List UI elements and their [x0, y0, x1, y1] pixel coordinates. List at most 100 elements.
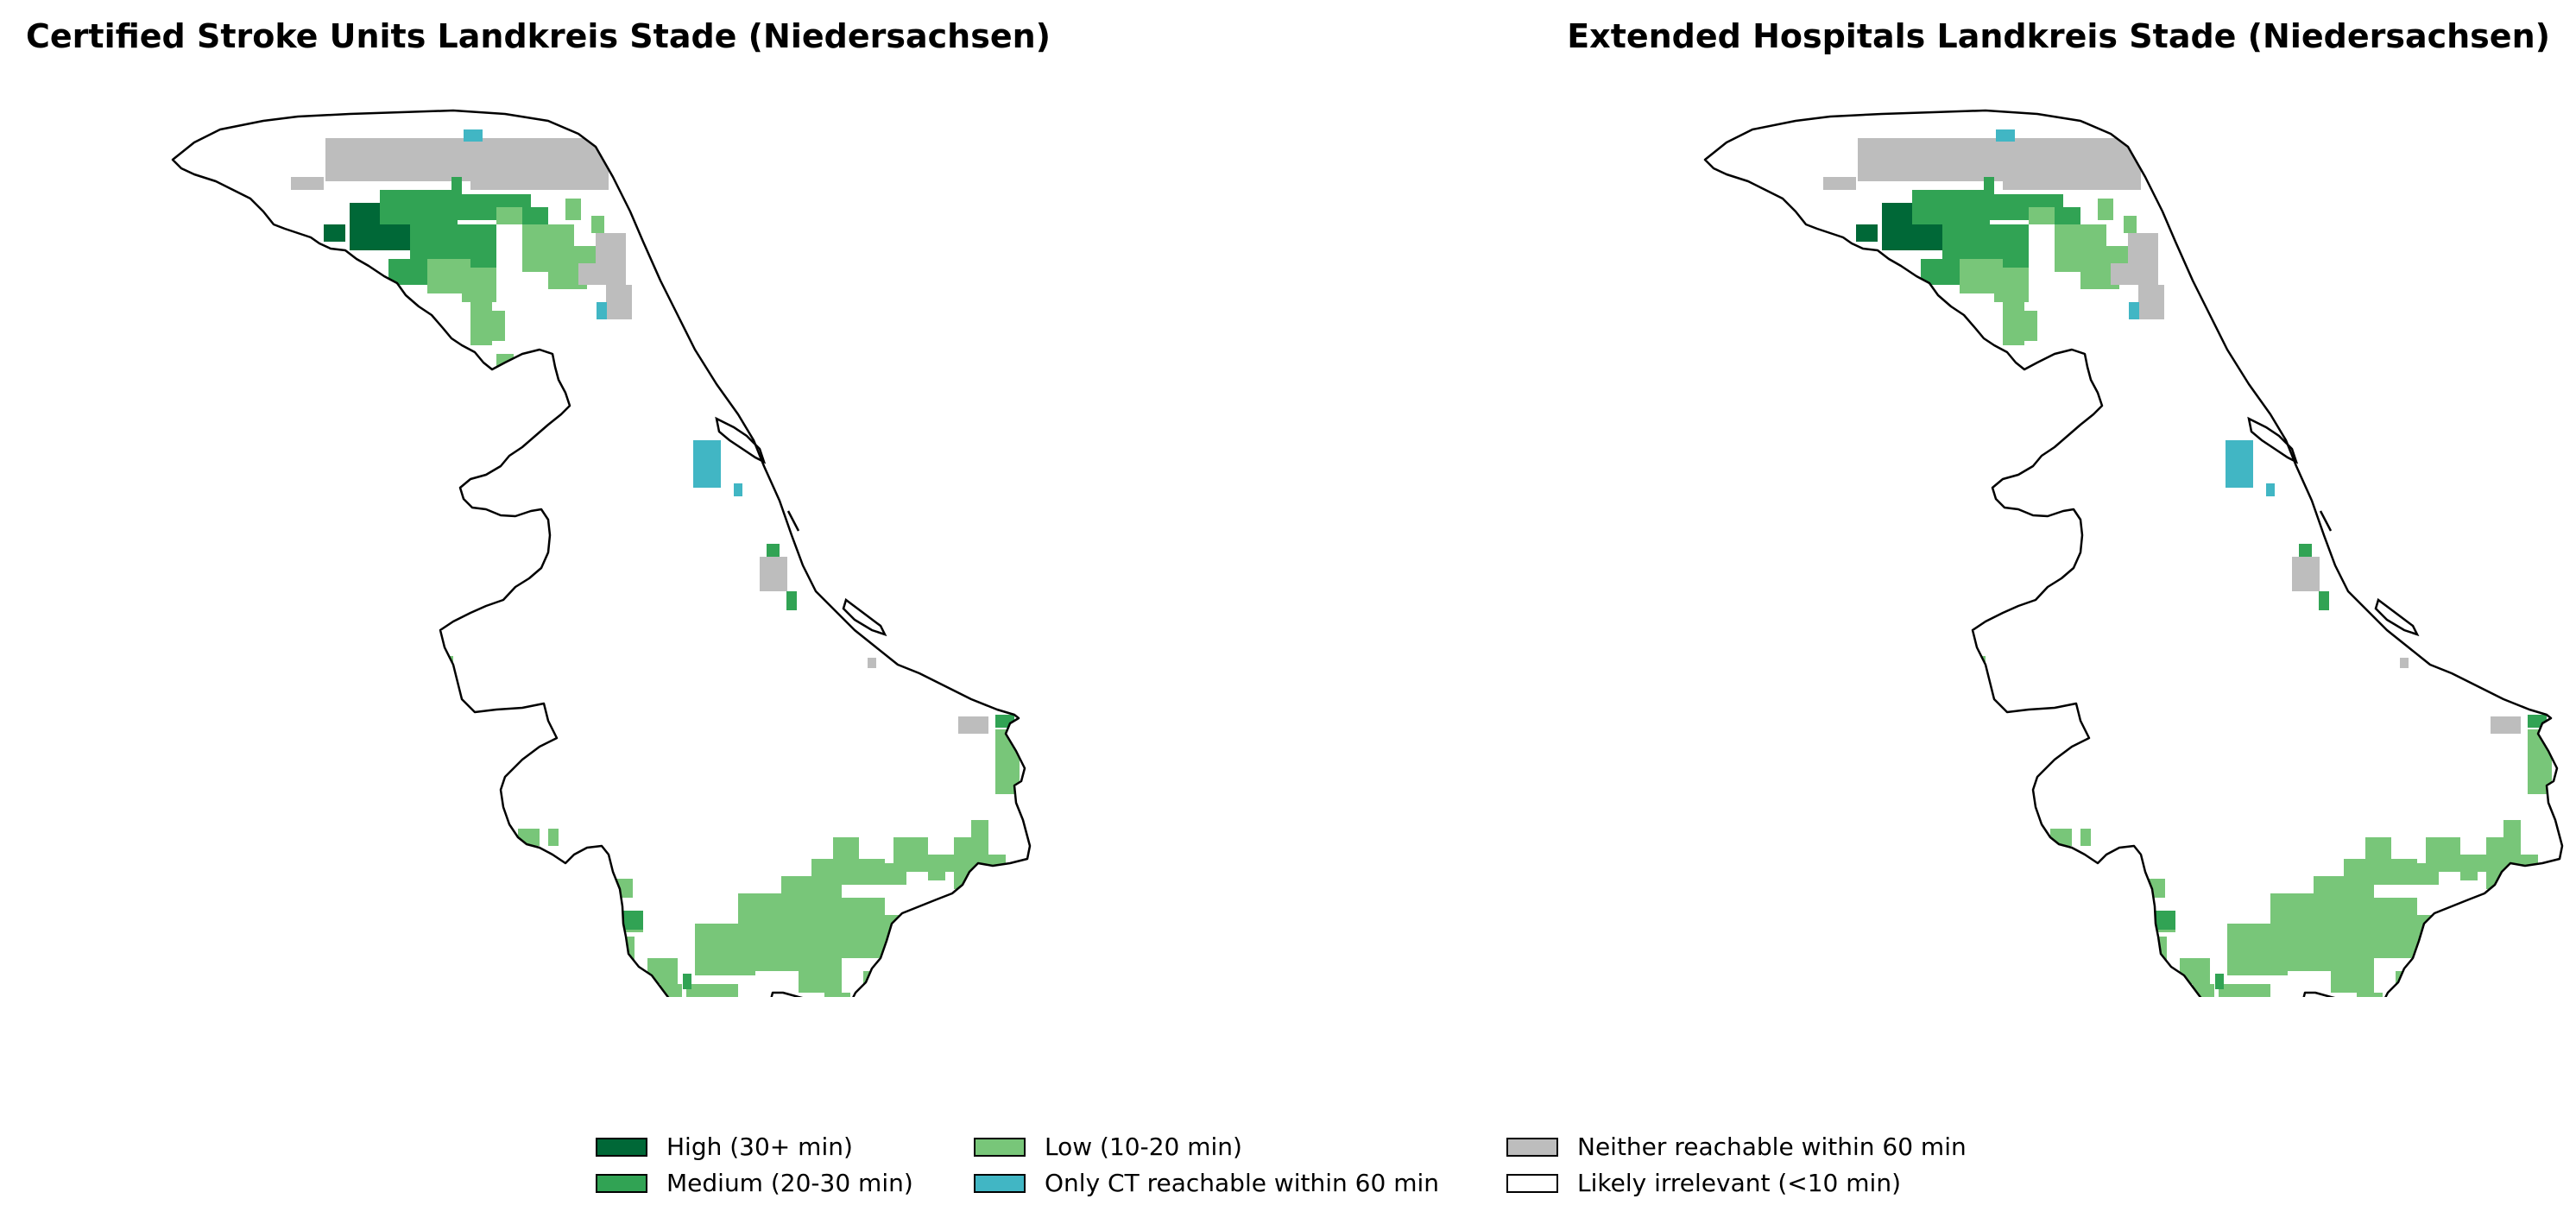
grid-cell-neither — [2003, 138, 2141, 190]
grid-cell-low — [2080, 829, 2091, 846]
grid-cell-neither — [2292, 557, 2320, 591]
grid-cell-neither — [470, 138, 609, 190]
grid-cell-low — [781, 876, 842, 962]
grid-cell-low — [799, 962, 842, 993]
legend-swatch-neither — [1506, 1137, 1558, 1157]
grid-cell-low — [565, 199, 581, 220]
grid-cell-low — [445, 656, 453, 716]
grid-cell-low — [548, 272, 587, 289]
grid-cell-ct-only — [734, 483, 742, 496]
grid-cell-low — [2080, 272, 2119, 289]
grid-cell-medium — [2528, 715, 2547, 728]
grid-cell-high — [1856, 224, 1878, 242]
legend-label-ct-only: Only CT reachable within 60 min — [1045, 1169, 1440, 1197]
grid-cell-low — [522, 224, 574, 272]
grid-cell-neither — [1823, 177, 1856, 190]
grid-cell-low — [492, 311, 505, 341]
district-map-left — [171, 109, 1032, 997]
grid-cell-medium — [995, 715, 1014, 728]
grid-cell-low — [2024, 311, 2037, 341]
grid-cell-low — [833, 837, 859, 863]
river-sandbank-right — [2374, 597, 2420, 637]
legend-label-neither: Neither reachable within 60 min — [1577, 1133, 1967, 1161]
grid-cell-low — [1986, 699, 1994, 725]
legend-swatch-low — [974, 1137, 1026, 1157]
grid-cell-neither — [2111, 263, 2137, 285]
grid-cell-ct-only — [464, 129, 483, 142]
grid-cell-low — [1994, 268, 2029, 302]
legend-item-high: High (30+ min) — [596, 1133, 853, 1161]
grid-cell-ct-only — [2129, 302, 2139, 319]
grid-cell-medium — [380, 190, 458, 224]
grid-cell-neither — [325, 138, 481, 181]
grid-cell-low — [591, 216, 604, 233]
grid-cell-low — [876, 915, 911, 950]
grid-cell-low — [2029, 207, 2055, 224]
grid-cell-medium — [683, 974, 691, 989]
grid-cell-low — [2180, 958, 2210, 984]
legend-swatch-medium — [596, 1173, 647, 1193]
grid-cell-low — [2331, 962, 2374, 993]
grid-cell-low — [502, 378, 513, 397]
grid-cell-low — [2098, 199, 2113, 220]
grid-cell-neither — [760, 557, 787, 591]
grid-cell-neither — [958, 716, 988, 734]
map-title-right: Extended Hospitals Landkreis Stade (Nied… — [1567, 17, 2550, 55]
grid-cell-neither — [2491, 716, 2521, 734]
grid-cell-neither — [1858, 138, 2013, 181]
grid-cell-neither — [291, 177, 324, 190]
grid-cell-low — [928, 855, 945, 880]
river-island-left — [715, 416, 767, 464]
grid-cell-medium — [2319, 591, 2329, 610]
grid-cell-medium — [522, 207, 548, 224]
grid-cell-low — [833, 993, 846, 997]
grid-cell-low — [462, 268, 496, 302]
legend-item-irrelevant: Likely irrelevant (<10 min) — [1506, 1169, 1901, 1197]
grid-cell-neither — [2138, 285, 2164, 319]
grid-cell-low — [686, 984, 738, 997]
grid-cell-low — [2148, 879, 2165, 898]
legend-swatch-irrelevant — [1506, 1173, 1558, 1193]
grid-cell-medium — [1912, 190, 1990, 224]
grid-cell-high — [324, 224, 345, 242]
grid-cell-medium — [2151, 911, 2175, 930]
legend-item-low: Low (10-20 min) — [974, 1133, 1242, 1161]
grid-cell-low — [496, 207, 522, 224]
grid-cell-low — [971, 820, 988, 846]
grid-cell-ct-only — [1996, 129, 2015, 142]
legend-label-high: High (30+ min) — [666, 1133, 853, 1161]
grid-cell-low — [2124, 216, 2137, 233]
grid-cell-low — [548, 829, 559, 846]
map-title-left: Certified Stroke Units Landkreis Stade (… — [26, 17, 1051, 55]
district-boundary-right — [1703, 109, 2564, 997]
grid-cell-low — [453, 699, 462, 725]
grid-cell-neither — [606, 285, 632, 319]
grid-cell-low — [2035, 378, 2045, 397]
grid-cell-low — [2409, 915, 2443, 950]
legend-swatch-ct-only — [974, 1173, 1026, 1193]
river-island-right — [2247, 416, 2299, 464]
legend-item-ct-only: Only CT reachable within 60 min — [974, 1169, 1439, 1197]
district-boundary-left — [171, 109, 1032, 997]
grid-cell-ct-only — [2266, 483, 2275, 496]
grid-cell-low — [2460, 855, 2478, 880]
legend-label-irrelevant: Likely irrelevant (<10 min) — [1577, 1169, 1901, 1197]
grid-cell-medium — [619, 911, 643, 930]
grid-cell-neither — [578, 263, 604, 285]
grid-cell-low — [1977, 656, 1986, 716]
grid-cell-low — [2050, 829, 2072, 846]
grid-cell-low — [470, 302, 492, 345]
grid-cell-low — [2503, 820, 2521, 846]
legend-swatch-high — [596, 1137, 647, 1157]
grid-cell-low — [2365, 993, 2378, 997]
grid-cell-neither — [868, 658, 876, 668]
grid-cell-medium — [2055, 207, 2080, 224]
grid-cell-ct-only — [693, 440, 721, 488]
grid-cell-low — [911, 993, 928, 997]
grid-cell-low — [2055, 224, 2106, 272]
grid-cell-low — [2314, 876, 2374, 962]
grid-cell-low — [2443, 993, 2460, 997]
grid-cell-low — [2426, 958, 2443, 975]
grid-cell-medium — [786, 591, 797, 610]
legend-label-low: Low (10-20 min) — [1045, 1133, 1242, 1161]
